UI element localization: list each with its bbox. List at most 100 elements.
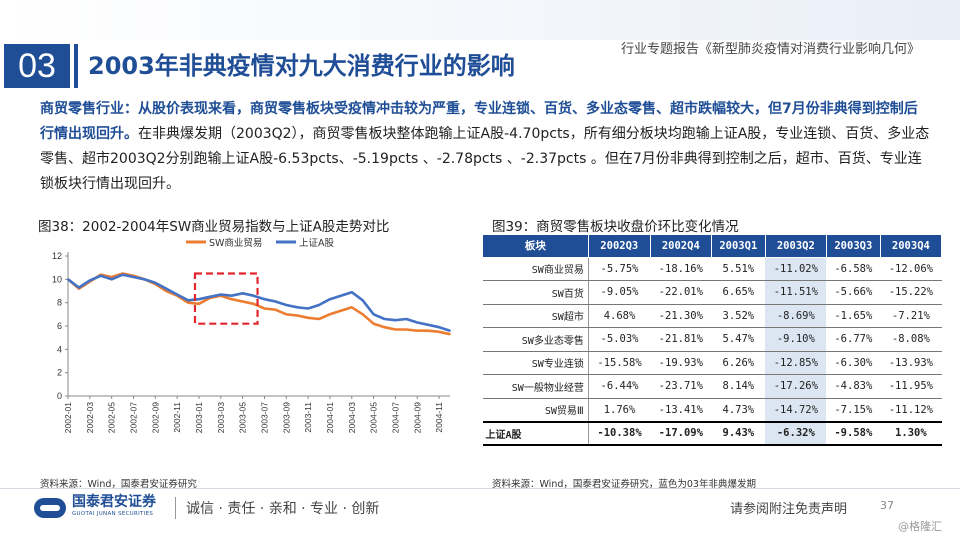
table-row-label: SW一般物业经营 <box>482 374 589 399</box>
table-cell: -21.30% <box>650 304 712 328</box>
series-point-1 <box>209 295 211 298</box>
table-row: SW超市 4.68% -21.30% 3.52% -8.69% -1.65% -7.21% <box>482 304 942 328</box>
series-point-1 <box>67 278 69 281</box>
series-point-1 <box>110 278 113 281</box>
table-cell: -12.85% <box>765 351 827 375</box>
table-row-label: SW多业态零售 <box>482 327 589 352</box>
series-point-0 <box>198 302 200 305</box>
table-cell: 4.73% <box>711 398 766 422</box>
x-tick-label: 2003-03 <box>216 402 226 433</box>
series-point-0 <box>318 318 320 320</box>
series-point-1 <box>219 293 222 296</box>
table-cell: 6.65% <box>711 280 766 305</box>
line-chart: 0 2 4 6 8 10 12 2002-01 2002-03 2002-05 2002-07 200… <box>52 237 451 433</box>
x-tick-label: 2004-07 <box>390 402 400 433</box>
x-tick-label: 2003-11 <box>303 402 313 433</box>
y-tick-label: 12 <box>52 251 62 261</box>
line-chart-container: 0 2 4 6 8 10 12 2002-01 2002-03 2002-05 2002-07 200… <box>38 236 468 470</box>
figure38-source: 资料来源：Wind，国泰君安证券研究 <box>40 479 197 490</box>
x-tick-label: 2003-01 <box>194 402 204 433</box>
logo-name-en: GUOTAI JUNAN SECURITIES <box>72 511 154 517</box>
x-tick-label: 2004-11 <box>434 402 444 433</box>
table-cell: -13.41% <box>650 398 712 422</box>
series-point-1 <box>383 318 386 320</box>
series-point-0 <box>329 313 331 316</box>
table-header-cell: 2003Q3 <box>825 235 881 258</box>
legend-label-0: SW商业贸易 <box>209 237 262 249</box>
table-cell: -17.26% <box>765 374 827 399</box>
table-cell: -15.58% <box>588 351 651 375</box>
series-point-0 <box>340 309 342 312</box>
series-point-1 <box>416 321 419 324</box>
logo-icon <box>34 498 66 518</box>
table-cell: 1.30% <box>880 420 942 446</box>
table-cell: -6.30% <box>826 351 881 375</box>
table-cell: 4.68% <box>588 304 651 328</box>
series-point-1 <box>176 293 179 296</box>
series-point-1 <box>350 291 353 294</box>
table-row-label: SW商业贸易 <box>482 257 589 281</box>
table-cell: -15.22% <box>880 280 942 305</box>
series-point-1 <box>340 294 342 297</box>
paragraph-highlight: 商贸零售行业：从股价表现来看，商贸零售板块受疫情冲击较为严重，专业连锁、百货、多… <box>40 101 918 142</box>
series-point-0 <box>449 333 451 336</box>
table-row: SW百货 -9.05% -22.01% 6.65% -11.51% -5.66% -15.2… <box>482 280 942 305</box>
table-cell: -5.75% <box>588 257 651 281</box>
table-cell: -19.93% <box>650 351 712 375</box>
series-point-0 <box>165 290 168 292</box>
x-tick-label: 2003-07 <box>259 402 269 433</box>
figure39-title: 图39：商贸零售板块收盘价环比变化情况 <box>492 219 739 235</box>
series-point-0 <box>263 307 266 310</box>
series-line-1 <box>67 273 451 332</box>
y-tick-label: 2 <box>57 368 62 378</box>
series-point-0 <box>187 301 190 304</box>
figure38-title: 图38：2002-2004年SW商业贸易指数与上证A股走势对比 <box>38 219 390 235</box>
table-cell: -1.65% <box>826 304 881 328</box>
outbreak-highlight-box <box>193 272 259 325</box>
series-point-1 <box>165 287 168 290</box>
table-cell: -13.93% <box>880 351 942 375</box>
series-point-1 <box>187 299 190 302</box>
watermark: @格隆汇 <box>898 520 942 533</box>
series-point-0 <box>427 329 430 332</box>
x-tick-label: 2002-01 <box>63 402 73 433</box>
series-point-1 <box>132 276 135 278</box>
table-cell: -17.09% <box>650 420 712 446</box>
series-point-1 <box>394 319 397 322</box>
table-row-label: SW超市 <box>482 304 589 328</box>
table-header-cell: 2002Q4 <box>649 235 712 258</box>
table-cell: -9.10% <box>765 327 827 352</box>
table-cell: -23.71% <box>650 374 712 399</box>
header-background <box>0 0 960 40</box>
table-header-row: 板块 2002Q3 2002Q4 2003Q1 2003Q2 2003Q3 2003Q4 <box>482 235 943 258</box>
x-tick-label: 2004-09 <box>412 402 422 433</box>
table-cell: -14.72% <box>765 398 827 422</box>
series-point-0 <box>438 330 440 333</box>
table-cell: -9.05% <box>588 280 651 305</box>
footer-separator <box>175 497 176 519</box>
table-row: SW贸易Ⅲ 1.76% -13.41% 4.73% -14.72% -7.15% -11.1… <box>482 398 942 422</box>
series-point-1 <box>230 294 233 297</box>
title-accent-bar <box>74 44 78 88</box>
x-tick-label: 2003-05 <box>238 402 248 433</box>
table-cell: 5.51% <box>711 257 766 281</box>
x-tick-label: 2002-03 <box>85 402 95 433</box>
table-cell: -18.16% <box>650 257 712 281</box>
table-header-cell: 板块 <box>482 235 589 258</box>
series-point-0 <box>372 322 375 325</box>
series-point-1 <box>372 313 375 316</box>
table-cell: -4.83% <box>826 374 881 399</box>
table-header-cell: 2002Q3 <box>587 235 651 258</box>
series-point-1 <box>121 273 124 276</box>
series-point-1 <box>252 294 255 297</box>
table-total-row: 上证A股 -10.38% -17.09% 9.43% -6.32% -9.58% 1.30% <box>482 420 942 446</box>
table-cell: -11.95% <box>880 374 942 399</box>
series-point-0 <box>307 316 309 319</box>
series-point-1 <box>143 278 146 281</box>
company-logo: 国泰君安证券 GUOTAI JUNAN SECURITIES <box>34 495 156 520</box>
series-point-1 <box>78 286 80 289</box>
table-row: SW专业连锁 -15.58% -19.93% 6.26% -12.85% -6.30% -1… <box>482 351 942 375</box>
figure39-source: 资料来源：Wind，国泰君安证券研究，蓝色为03年非典爆发期 <box>492 479 756 490</box>
y-tick-label: 10 <box>52 274 62 284</box>
page-number: 37 <box>880 499 894 512</box>
